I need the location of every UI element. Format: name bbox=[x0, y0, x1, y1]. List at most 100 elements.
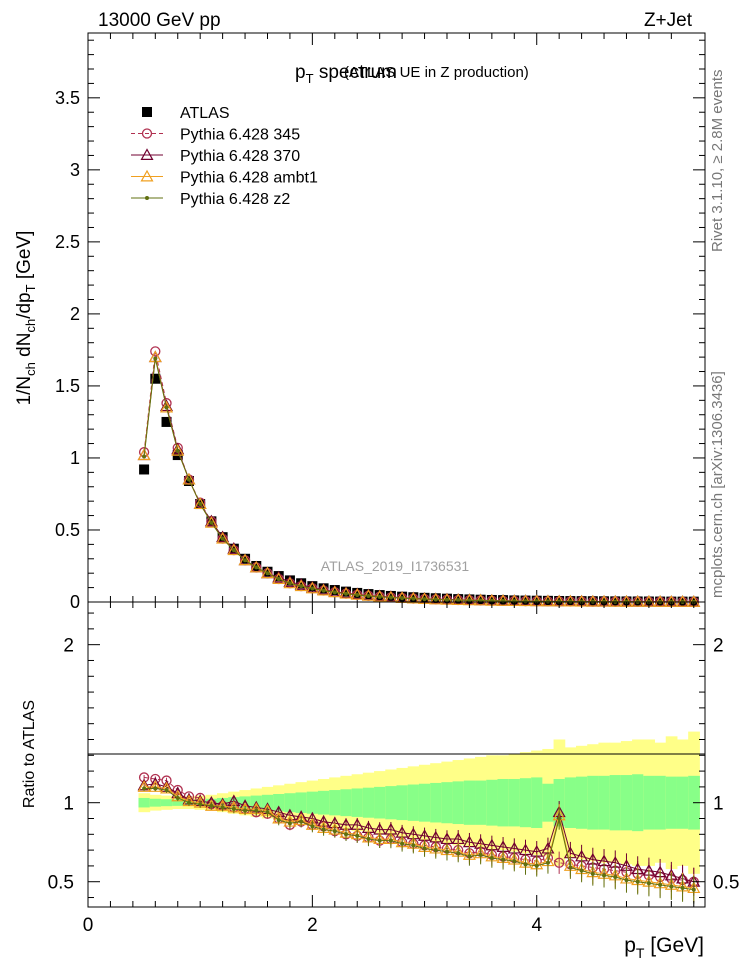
mc-point-dot bbox=[422, 846, 427, 851]
ratio-band-inner bbox=[385, 786, 397, 820]
ratio-series-line bbox=[144, 786, 694, 889]
mc-point-dot bbox=[265, 571, 270, 576]
mc-point-dot bbox=[287, 581, 292, 586]
mc-point-dot bbox=[186, 477, 191, 482]
ratio-band-inner bbox=[486, 779, 498, 826]
legend: ATLAS Pythia 6.428 345 Pythia 6.428 370 Pyt… bbox=[131, 105, 318, 208]
legend-label: Pythia 6.428 370 bbox=[180, 148, 300, 165]
mc-point-triangle bbox=[631, 595, 645, 607]
ratio-band-inner bbox=[407, 784, 420, 821]
ratio-band-inner bbox=[149, 798, 162, 807]
ratio-band-inner bbox=[620, 775, 633, 831]
atlas-data-point bbox=[161, 416, 172, 427]
ratio-band-inner bbox=[295, 792, 308, 813]
mc-point-dot bbox=[613, 874, 618, 879]
ratio-series-3 bbox=[142, 785, 696, 904]
mc-point-triangle bbox=[137, 780, 151, 792]
legend-entry: Pythia 6.428 ambt1 bbox=[131, 170, 318, 187]
mc-point-dot bbox=[411, 596, 416, 601]
mc-point-dot bbox=[669, 884, 674, 889]
main-x-ticks bbox=[87, 33, 672, 602]
header-left: 13000 GeV pp bbox=[98, 10, 221, 31]
mc-point-dot bbox=[377, 838, 382, 843]
ratio-band-inner bbox=[609, 775, 622, 831]
mc-point-triangle bbox=[653, 595, 667, 607]
main-y-tick-label: 1.5 bbox=[55, 376, 80, 396]
main-panel: 0 0.5 1 1.5 2 2.5 3 3.5 pT spectrum (ATLAS UE i… bbox=[14, 32, 706, 612]
mc-point-dot bbox=[377, 594, 382, 599]
mc-point-triangle bbox=[227, 543, 241, 556]
legend-label: ATLAS bbox=[180, 105, 230, 122]
mc-point-dot bbox=[142, 454, 147, 459]
mc-point-triangle bbox=[204, 514, 218, 527]
atlas-data-point bbox=[150, 373, 161, 384]
mc-point-dot bbox=[545, 860, 550, 865]
mc-point-dot bbox=[400, 596, 405, 601]
ratio-y-tick-label-right: 2 bbox=[713, 636, 724, 657]
mc-point-dot bbox=[456, 851, 461, 856]
mc-point-dot bbox=[265, 810, 270, 815]
mc-point-dot bbox=[523, 599, 528, 604]
mc-point-dot bbox=[388, 838, 393, 843]
mc-point-dot bbox=[220, 536, 225, 541]
ratio-band-inner bbox=[575, 776, 588, 829]
mc-point-dot bbox=[299, 584, 304, 589]
main-y-tick-label: 3.5 bbox=[55, 88, 80, 108]
mc-point-dot bbox=[467, 598, 472, 603]
ratio-y-tick-label: 2 bbox=[63, 636, 74, 657]
ratio-y-label: Ratio to ATLAS bbox=[21, 700, 38, 808]
atlas-data-point bbox=[296, 578, 307, 589]
mc-point-dot bbox=[635, 879, 640, 884]
mc-point-dot bbox=[186, 800, 191, 805]
ratio-band-inner bbox=[508, 778, 521, 827]
mc-point-dot bbox=[299, 819, 304, 824]
ratio-band-inner bbox=[351, 788, 364, 817]
main-y-ticks: 0 0.5 1 1.5 2 2.5 3 3.5 bbox=[55, 39, 705, 612]
mc-point-dot bbox=[243, 808, 248, 813]
main-y-tick-label: 2.5 bbox=[55, 232, 80, 252]
mc-point-triangle bbox=[171, 442, 185, 455]
mc-point-dot bbox=[579, 868, 584, 873]
mc-point-dot bbox=[658, 882, 663, 887]
x-label-rest: [GeV] bbox=[644, 934, 704, 957]
main-series bbox=[137, 346, 701, 608]
plot-title: pT spectrum bbox=[295, 62, 397, 86]
mc-point-dot bbox=[489, 856, 494, 861]
ratio-band-inner bbox=[261, 794, 274, 811]
mc-point-dot bbox=[680, 886, 685, 891]
mc-point-dot bbox=[164, 405, 169, 410]
main-y-tick-label: 0.5 bbox=[55, 520, 80, 540]
x-axis-label: pT [GeV] bbox=[624, 934, 704, 961]
ratio-x-tick-label: 0 bbox=[83, 915, 94, 936]
mc-point-dot bbox=[332, 590, 337, 595]
ratio-band-inner bbox=[475, 780, 487, 825]
atlas-data-point bbox=[142, 107, 152, 117]
mc-point-dot bbox=[153, 786, 158, 791]
legend-entry: Pythia 6.428 z2 bbox=[131, 191, 290, 208]
mc-point-circle bbox=[141, 128, 153, 139]
mc-point-dot bbox=[321, 588, 326, 593]
ratio-series-line bbox=[144, 783, 694, 883]
mc-point-dot bbox=[175, 795, 180, 800]
mc-point-dot bbox=[243, 558, 248, 563]
atlas-data-point bbox=[139, 464, 150, 475]
rivet-label: Rivet 3.1.10, ≥ 2.8M events bbox=[709, 70, 726, 253]
ratio-band-inner bbox=[497, 778, 510, 827]
mc-point-dot bbox=[355, 592, 360, 597]
mc-point-dot bbox=[400, 841, 405, 846]
mc-point-triangle bbox=[429, 592, 443, 605]
legend-entry: Pythia 6.428 345 bbox=[131, 127, 300, 144]
atlas-data-point bbox=[284, 575, 295, 586]
title-rest: spectrum bbox=[314, 62, 397, 83]
mc-point-triangle bbox=[474, 593, 488, 606]
ratio-band-inner bbox=[273, 794, 285, 812]
mc-point-triangle bbox=[216, 530, 230, 543]
ratio-series bbox=[137, 772, 701, 904]
mc-point-dot bbox=[512, 859, 517, 864]
atlas-data-point bbox=[352, 587, 363, 598]
atlas-data-point bbox=[341, 586, 352, 597]
mc-point-dot bbox=[433, 848, 438, 853]
ratio-band-inner bbox=[564, 777, 577, 828]
header-right: Z+Jet bbox=[644, 10, 693, 31]
mc-point-dot bbox=[478, 852, 483, 857]
